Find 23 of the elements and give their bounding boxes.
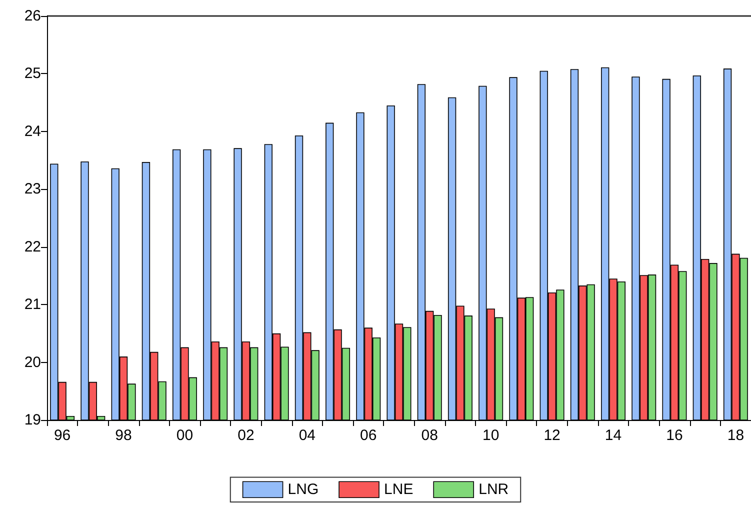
x-tick-label: 14 — [604, 427, 622, 444]
y-tick-label: 21 — [24, 296, 41, 314]
x-tick-label: 18 — [727, 427, 744, 444]
x-tick-label: 08 — [421, 427, 438, 444]
y-tick-label: 20 — [24, 354, 41, 371]
y-tick-label: 26 — [24, 8, 41, 24]
x-tick-label: 02 — [238, 427, 254, 444]
x-tick-label: 96 — [54, 427, 71, 444]
x-tick-label: 12 — [544, 427, 560, 444]
y-tick-label: 24 — [24, 122, 41, 140]
x-tick-label: 10 — [482, 427, 500, 444]
y-tick-label: 19 — [24, 412, 41, 428]
legend-label: LNR — [478, 481, 509, 498]
y-tick-label: 25 — [24, 65, 41, 82]
x-tick-label: 00 — [176, 427, 194, 444]
x-tick-label: 16 — [666, 427, 683, 444]
legend-label: LNE — [384, 481, 414, 498]
legend-label: LNG — [288, 481, 319, 498]
y-tick-label: 22 — [24, 238, 41, 256]
x-tick-label: 98 — [115, 427, 132, 444]
y-tick-label: 23 — [24, 180, 41, 198]
x-tick-label: 06 — [360, 427, 377, 444]
x-tick-label: 04 — [298, 427, 316, 444]
